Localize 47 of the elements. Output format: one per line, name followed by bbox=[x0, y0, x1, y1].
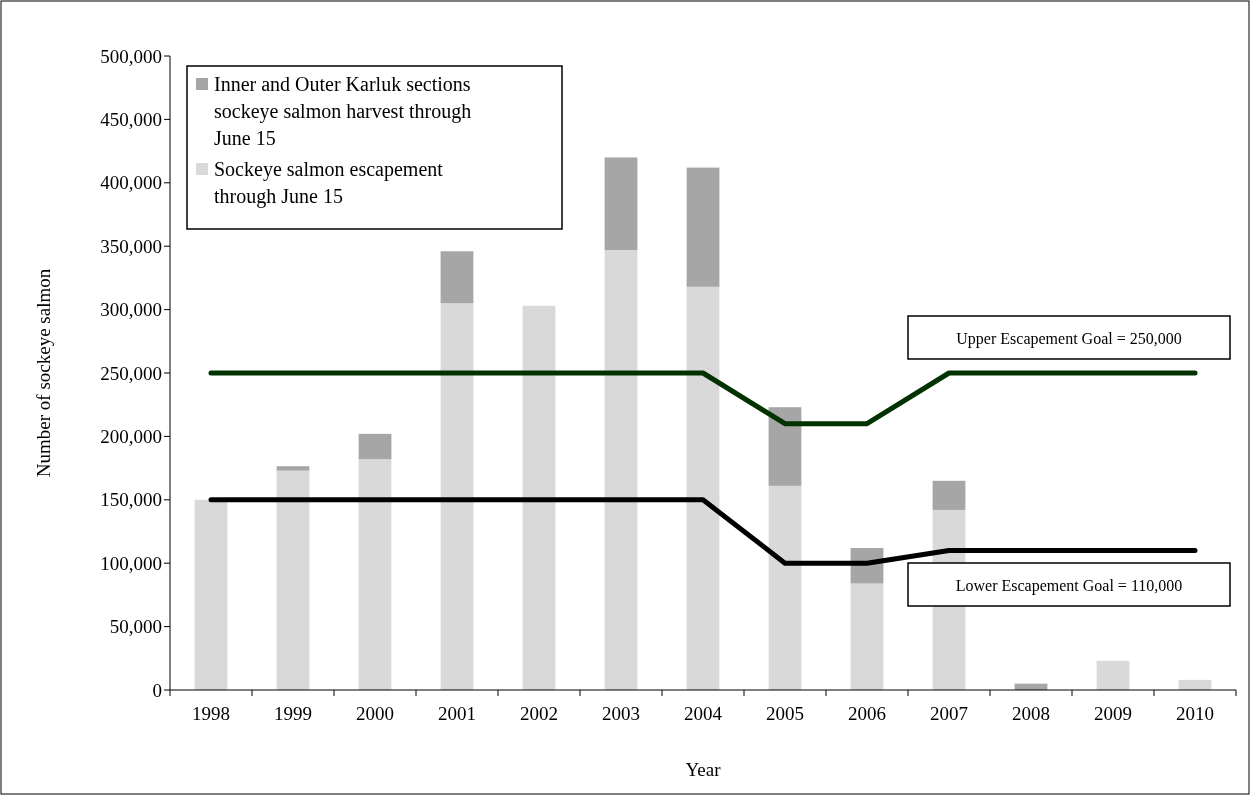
x-tick-label: 2006 bbox=[848, 703, 886, 724]
x-axis-title: Year bbox=[685, 759, 722, 780]
x-tick-label: 2007 bbox=[930, 703, 968, 724]
bar bbox=[194, 499, 228, 690]
x-tick-label: 2008 bbox=[1012, 703, 1050, 724]
y-tick-label: 350,000 bbox=[100, 235, 162, 257]
y-tick-label: 150,000 bbox=[100, 489, 162, 511]
legend-label: Inner and Outer Karluk sections sockeye salmon harvest through June 15 bbox=[214, 73, 472, 149]
bar bbox=[522, 305, 556, 690]
x-tick-label: 1999 bbox=[274, 703, 312, 724]
x-tick-label: 2003 bbox=[602, 703, 640, 724]
annotation: Upper Escapement Goal = 250,000 bbox=[956, 329, 1182, 348]
bar bbox=[358, 459, 392, 690]
y-tick-label: 400,000 bbox=[100, 172, 162, 194]
y-axis-title: Number of sockeye salmon bbox=[33, 268, 54, 478]
y-tick-label: 0 bbox=[152, 679, 162, 701]
x-tick-label: 2004 bbox=[684, 703, 723, 724]
bar bbox=[604, 250, 638, 690]
y-tick-label: 100,000 bbox=[100, 552, 162, 574]
bar bbox=[276, 466, 310, 471]
x-tick-label: 2009 bbox=[1094, 703, 1132, 724]
bar bbox=[604, 157, 638, 250]
y-tick-label: 450,000 bbox=[100, 109, 162, 131]
y-tick-label: 200,000 bbox=[100, 426, 162, 448]
x-tick-label: 2001 bbox=[438, 703, 476, 724]
x-tick-label: 1998 bbox=[192, 703, 230, 724]
bar bbox=[768, 407, 802, 486]
bar bbox=[932, 480, 966, 510]
bar bbox=[686, 167, 720, 287]
legend-label: Sockeye salmon escapement through June 15 bbox=[214, 158, 444, 208]
x-tick-label: 2005 bbox=[766, 703, 804, 724]
bar bbox=[440, 303, 474, 690]
bar bbox=[686, 286, 720, 690]
y-tick-label: 300,000 bbox=[100, 299, 162, 321]
annotation: Lower Escapement Goal = 110,000 bbox=[955, 576, 1183, 595]
bar bbox=[358, 433, 392, 460]
bar bbox=[1096, 660, 1130, 690]
y-tick-label: 500,000 bbox=[100, 45, 162, 67]
x-tick-label: 2010 bbox=[1176, 703, 1214, 724]
x-tick-label: 2002 bbox=[520, 703, 558, 724]
bar bbox=[850, 583, 884, 690]
x-tick-label: 2000 bbox=[356, 703, 394, 724]
bar bbox=[768, 485, 802, 690]
bar bbox=[276, 470, 310, 690]
bar bbox=[440, 251, 474, 304]
y-tick-label: 250,000 bbox=[100, 362, 162, 384]
y-tick-label: 50,000 bbox=[109, 616, 162, 638]
